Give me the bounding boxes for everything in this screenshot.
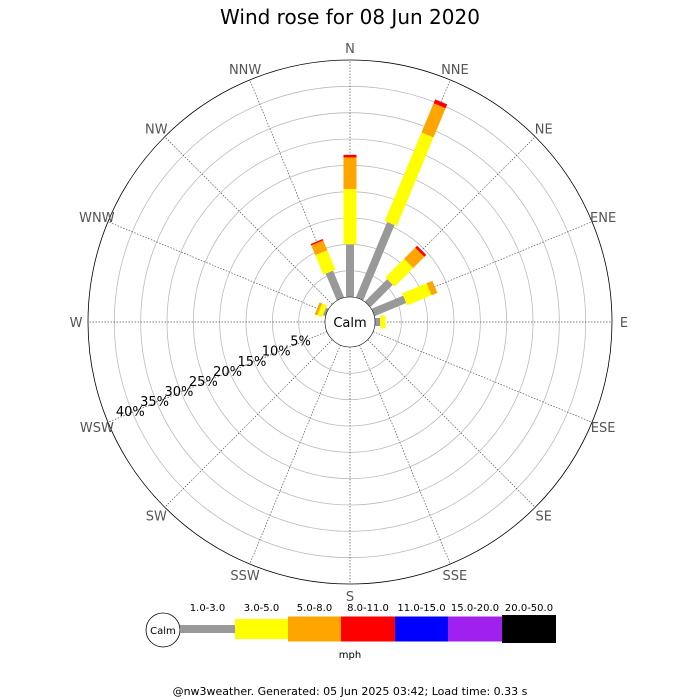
legend-calm-label: Calm (150, 626, 176, 637)
bar-segment-nne-2 (421, 103, 446, 138)
bar-segment-ne-3 (415, 245, 427, 257)
bar-segment-nnw-2 (311, 240, 328, 256)
ring-label: 30% (164, 385, 193, 400)
bar-segment-nnw-3 (310, 238, 324, 246)
bar-segment-ene-0 (371, 295, 407, 317)
bar-segment-nnw-0 (325, 270, 345, 301)
legend-bin-label: 11.0-15.0 (397, 603, 445, 614)
direction-label-sse: SSE (443, 569, 468, 584)
legend-swatch-0 (180, 625, 235, 633)
direction-label-wnw: WNW (79, 211, 115, 226)
bar-segment-ne-0 (364, 279, 393, 308)
bar-segment-wnw-0 (322, 307, 329, 317)
bar-segment-nnw-1 (315, 250, 336, 275)
grid-ring (166, 138, 534, 506)
ring-label: 15% (237, 355, 266, 370)
bar-segment-wnw-2 (314, 302, 323, 316)
direction-label-ese: ESE (591, 421, 616, 436)
chart-title: Wind rose for 08 Jun 2020 (220, 5, 480, 29)
direction-label-s: S (346, 590, 354, 605)
bar-segment-ne-2 (404, 247, 425, 268)
ring-label: 35% (140, 395, 169, 410)
spoke-line (372, 331, 593, 423)
outer-ring (87, 59, 613, 585)
legend-bin-label: 3.0-5.0 (244, 603, 279, 614)
direction-label-n: N (345, 42, 355, 57)
spoke-line (249, 344, 341, 565)
direction-label-ssw: SSW (230, 569, 260, 584)
calm-center: Calm (324, 296, 376, 348)
legend-swatch-1 (235, 619, 288, 639)
ring-label: 25% (189, 375, 218, 390)
direction-label-w: W (70, 316, 83, 331)
spoke-line (367, 339, 536, 508)
ring-label: 10% (262, 345, 291, 360)
bar-segment-nne-0 (355, 221, 395, 301)
direction-label-nne: NNE (441, 63, 469, 78)
bar-segment-nne-1 (384, 132, 434, 226)
direction-label-sw: SW (146, 510, 167, 525)
bar-segment-ene-1 (402, 283, 432, 306)
bar-segment-ne-1 (385, 258, 414, 287)
legend-swatch-2 (288, 616, 341, 642)
legend-bin-label: 1.0-3.0 (190, 603, 225, 614)
legend-unit-label: mph (339, 650, 361, 661)
calm-circle (324, 296, 376, 348)
legend-bin-label: 5.0-8.0 (297, 603, 332, 614)
ring-label: 40% (116, 405, 145, 420)
ring-label: 20% (213, 365, 242, 380)
bar-segment-wnw-1 (317, 303, 327, 318)
legend-swatch-5 (448, 616, 502, 642)
ring-labels: 5%10%15%20%25%30%35%40% (116, 335, 311, 421)
legend-swatch-3 (341, 616, 395, 642)
direction-label-nw: NW (145, 122, 168, 137)
legend: Calm 1.0-3.0 3.0-5.0 5.0-8.0 8.0-11.0 11.0-15… (145, 603, 556, 661)
legend-bin-label: 20.0-50.0 (505, 603, 553, 614)
legend-swatch-6 (502, 615, 556, 643)
bar-segment-nne-3 (433, 99, 448, 109)
ring-label: 5% (290, 335, 311, 350)
wind-bars (310, 99, 448, 329)
legend-bin-label: 15.0-20.0 (451, 603, 499, 614)
direction-label-wsw: WSW (80, 421, 114, 436)
spoke-line (164, 339, 333, 508)
spoke-line (107, 331, 328, 423)
spoke-line (107, 221, 328, 313)
legend-swatch-4 (395, 616, 448, 642)
footer-text: @nw3weather. Generated: 05 Jun 2025 03:4… (173, 685, 528, 698)
spoke-line (359, 344, 451, 565)
spoke-line (164, 136, 333, 305)
direction-labels: N NNE NE ENE E ESE SE SSE S SSW SW WSW W WNW NW NNW (70, 42, 629, 605)
bar-segment-ene-2 (426, 280, 438, 296)
direction-label-nnw: NNW (229, 63, 261, 78)
direction-label-ne: NE (535, 122, 553, 137)
legend-bin-label: 8.0-11.0 (347, 603, 389, 614)
calm-label: Calm (333, 316, 366, 331)
direction-label-se: SE (535, 510, 551, 525)
direction-label-ene: ENE (590, 211, 616, 226)
direction-label-e: E (620, 316, 628, 331)
